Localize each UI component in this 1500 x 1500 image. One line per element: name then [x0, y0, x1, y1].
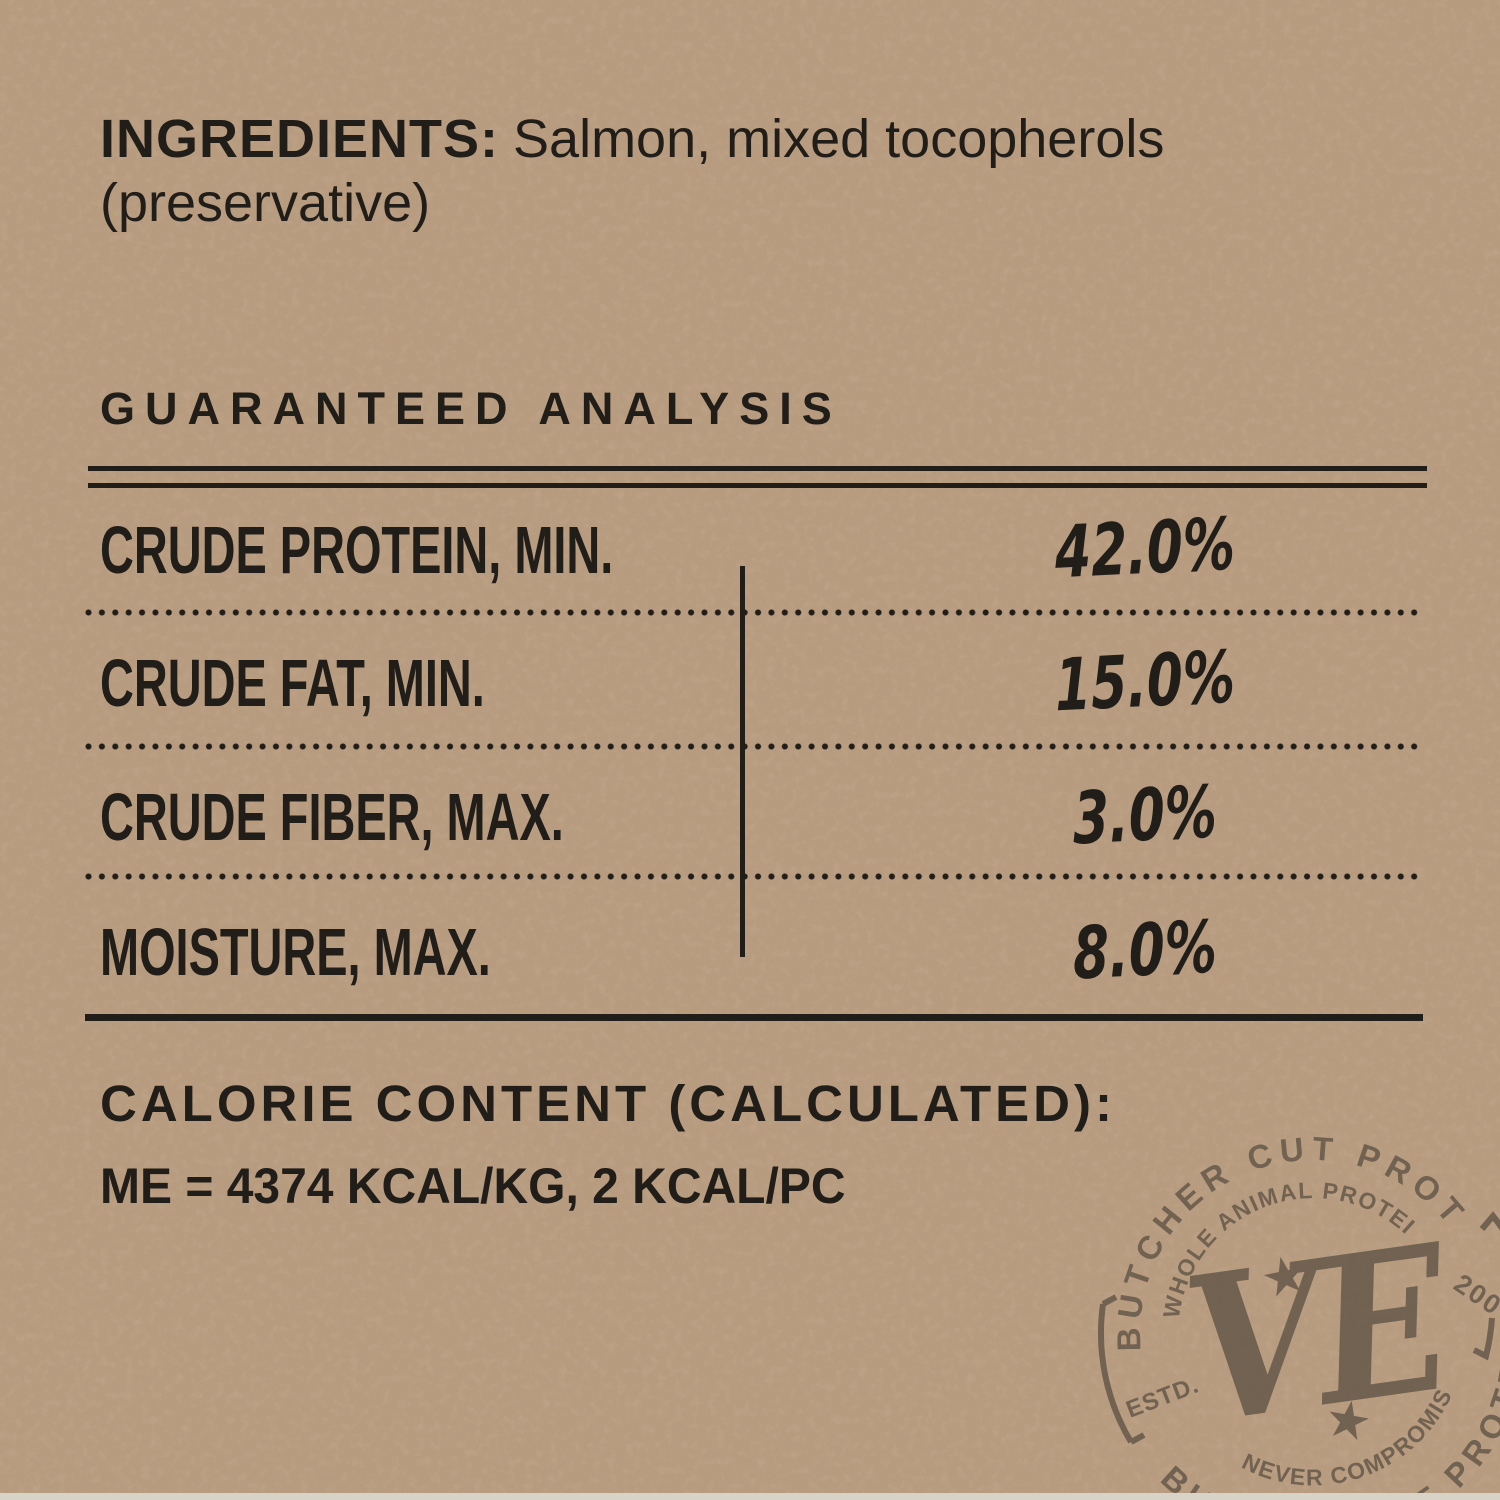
dotted-divider-1 — [85, 609, 1423, 616]
star-bottom-icon: ★ — [1320, 1387, 1376, 1454]
stamp-top-right-bracket — [1479, 1211, 1500, 1231]
row-label-crude-fat: CRUDE FAT, MIN. — [100, 646, 485, 721]
guaranteed-analysis-heading: GUARANTEED ANALYSIS — [100, 383, 842, 434]
dotted-divider-3 — [85, 873, 1423, 880]
double-rule-bottom — [88, 483, 1427, 488]
ingredients-line-1: INGREDIENTS: Salmon, mixed tocopherols — [100, 112, 1164, 166]
table-vertical-divider — [740, 566, 745, 957]
ingredients-line-2: (preservative) — [100, 176, 430, 230]
ingredients-text-continued: (preservative) — [100, 173, 431, 233]
stamp-left-arc — [1098, 1294, 1146, 1445]
table-bottom-rule — [85, 1014, 1423, 1021]
row-value-crude-protein: 42.0% — [1054, 501, 1236, 595]
row-label-crude-fiber: CRUDE FIBER, MAX. — [100, 780, 564, 855]
row-value-crude-fiber: 3.0% — [1072, 769, 1218, 861]
row-label-moisture: MOISTURE, MAX. — [100, 915, 491, 990]
double-rule-top — [88, 466, 1427, 471]
calorie-content-heading: CALORIE CONTENT (CALCULATED): — [100, 1075, 1116, 1132]
svg-text:VE: VE — [1173, 1201, 1466, 1470]
stamp-right-bracket — [1472, 1317, 1495, 1361]
row-label-crude-protein: CRUDE PROTEIN, MIN. — [100, 513, 614, 588]
ingredients-heading: INGREDIENTS: — [100, 109, 500, 169]
stamp-estd-text: ESTD. — [1122, 1371, 1202, 1423]
butcher-cut-protein-stamp: BUTCHER CUT PROTEIN BUTCHER CUT PROTEIN … — [1078, 1098, 1500, 1500]
photo-bottom-edge — [0, 1493, 1500, 1500]
ingredients-text: Salmon, mixed tocopherols — [513, 109, 1165, 169]
row-value-crude-fat: 15.0% — [1054, 634, 1236, 728]
dotted-divider-2 — [85, 743, 1423, 750]
calorie-content-value: ME = 4374 KCAL/KG, 2 KCAL/PC — [100, 1159, 846, 1215]
stamp-year-text: 200 — [1449, 1268, 1500, 1321]
stamp-monogram: VE — [1173, 1201, 1466, 1470]
row-value-moisture: 8.0% — [1072, 904, 1218, 996]
